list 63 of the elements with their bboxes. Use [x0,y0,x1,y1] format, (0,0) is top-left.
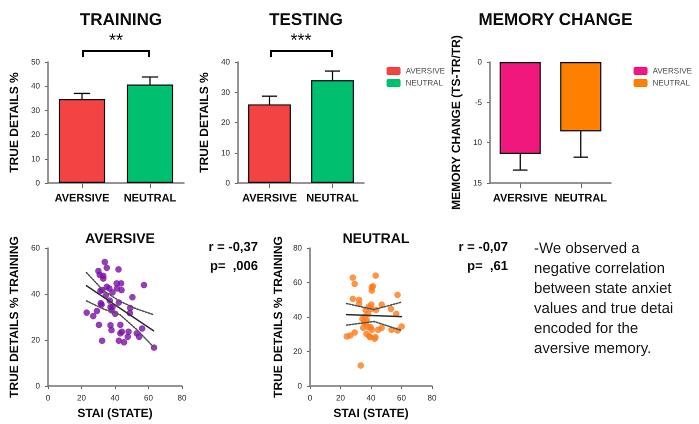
y-tick-label: 0 [298,382,303,390]
legend-label: AVERSIVE [652,66,692,76]
y-tick-label: 0 [478,58,483,66]
y-tick-label: 20 [31,130,41,140]
y-axis-title: TRUE DETAILS % TRAINING [271,236,285,398]
y-tick-label: 30 [221,88,231,97]
x-tick-label: AVERSIVE [54,192,110,204]
chart-title: NEUTRAL [342,230,410,246]
x-tick-label: NEUTRAL [554,192,608,204]
x-axis-title: STAI (STATE) [333,406,409,420]
x-axis-title: STAI (STATE) [77,406,153,420]
text: -We observed a negative correlation between state anxiet values and true detai encoded for the aversive memory. [533,239,674,359]
legend-label: AVERSIVE [406,66,445,76]
y-tick-label: 30 [31,106,41,115]
text: p= ,006 [210,258,258,273]
y-tick-label: 50 [31,58,41,66]
x-tick-label: AVERSIVE [492,192,548,204]
x-tick-label: 60 [144,394,154,402]
y-tick-label: 20 [31,336,41,344]
y-tick-label: 60 [293,278,303,287]
x-tick-label: 20 [77,394,86,402]
y-tick-label: 15 [473,178,483,188]
y-tick-label: 80 [293,244,303,252]
y-tick-label: -5 [474,98,483,107]
y-tick-label: 0 [36,382,41,390]
x-tick-label: AVERSIVE [242,192,297,204]
y-axis-title: MEMORY CHANGE (TS-TR/TR) [449,35,463,210]
y-tick-label: 40 [31,290,41,298]
chart-title: MEMORY CHANGE [478,10,632,29]
y-tick-label: 10 [221,148,231,158]
y-tick-label: 0 [36,178,41,188]
x-tick-label: NEUTRAL [306,192,360,204]
y-axis-title: TRUE DETAILS % TRAINING [7,236,22,398]
y-tick-label: 40 [293,312,303,322]
text: r = -0,37 [208,239,258,254]
y-tick-label: 10 [473,138,483,148]
chart-title: TRAINING [80,10,162,29]
text: r = -0,07 [458,239,508,254]
y-tick-label: 10 [31,154,41,164]
x-tick-label: 40 [110,394,120,402]
text: p= ,61 [467,258,508,273]
y-tick-label: 40 [221,58,231,66]
x-tick-label: 60 [397,394,406,402]
x-tick-label: 80 [428,394,437,402]
chart-title: AVERSIVE [85,230,155,246]
y-axis-title: TRUE DETAILS % [197,72,211,173]
x-tick-label: 0 [46,394,51,402]
x-tick-label: 40 [366,394,376,402]
x-tick-label: 80 [178,394,187,402]
x-tick-label: NEUTRAL [124,192,177,204]
y-tick-label: 0 [226,178,231,188]
y-tick-label: 20 [221,118,231,127]
y-tick-label: 20 [293,347,303,356]
x-tick-label: 0 [308,394,313,402]
y-tick-label: 60 [31,244,41,252]
text: ** [108,30,124,50]
legend-label: NEUTRAL [652,78,690,88]
legend-label: NEUTRAL [406,78,444,88]
text: *** [289,30,312,50]
chart-title: TESTING [269,10,343,29]
y-axis-title: TRUE DETAILS % [7,72,21,173]
y-tick-label: 40 [31,82,41,91]
x-tick-label: 20 [336,394,346,402]
